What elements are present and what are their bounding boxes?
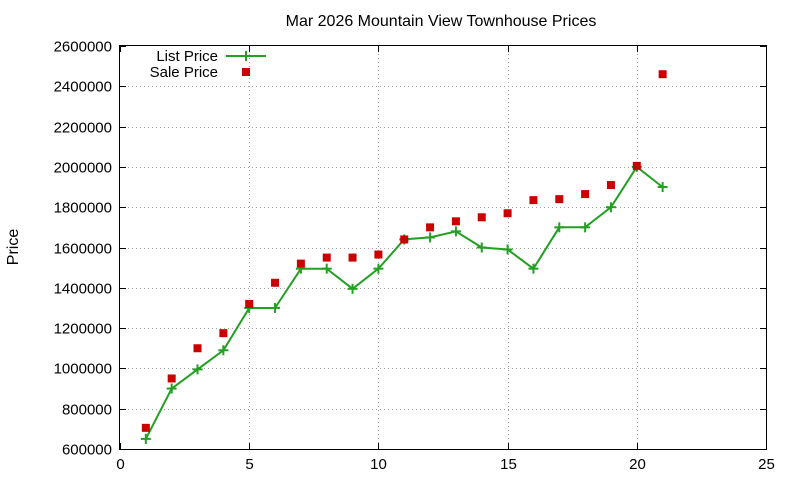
sale-price-point	[503, 209, 512, 218]
series-layer	[140, 70, 668, 444]
y-tick-label: 2400000	[54, 79, 112, 96]
sale-price-point	[245, 299, 254, 308]
sale-price-point	[581, 190, 590, 199]
legend-plus-marker	[241, 51, 251, 61]
sale-price-point	[529, 196, 538, 205]
x-tick-label: 25	[758, 456, 775, 473]
list-price-point	[502, 244, 513, 255]
list-price-point	[425, 232, 436, 243]
sale-price-point	[271, 278, 280, 287]
list-price-point	[657, 182, 668, 193]
x-tick-label: 15	[500, 456, 517, 473]
list-price-point	[166, 383, 177, 394]
legend-label: Sale Price	[150, 64, 218, 81]
list-price-point	[140, 433, 151, 444]
list-price-point	[580, 222, 591, 233]
sale-price-point	[348, 253, 357, 262]
chart-title: Mar 2026 Mountain View Townhouse Prices	[286, 13, 597, 30]
legend-square-marker	[242, 68, 250, 76]
sale-price-point	[632, 161, 641, 170]
sale-price-point	[219, 329, 228, 338]
sale-price-point	[167, 374, 176, 383]
y-tick-label: 1000000	[54, 361, 112, 378]
sale-price-point	[555, 195, 564, 204]
legend-label: List Price	[156, 48, 218, 65]
sale-price-point	[296, 259, 305, 268]
sale-price-point	[400, 235, 409, 244]
list-price-point	[270, 302, 281, 313]
list-price-point	[192, 364, 203, 375]
sale-price-point	[374, 250, 383, 259]
list-price-point	[528, 263, 539, 274]
sale-price-point	[477, 213, 486, 222]
list-price-point	[321, 263, 332, 274]
x-tick-label: 0	[116, 456, 124, 473]
list-price-point	[347, 283, 358, 294]
y-tick-label: 1200000	[54, 321, 112, 338]
y-tick-label: 600000	[62, 442, 112, 459]
list-price-point	[218, 345, 229, 356]
sale-price-point	[141, 423, 150, 432]
list-price-point	[373, 263, 384, 274]
y-tick-label: 1600000	[54, 241, 112, 258]
sale-price-point	[193, 344, 202, 353]
sale-price-point	[322, 253, 331, 262]
y-tick-label: 2000000	[54, 160, 112, 177]
list-price-point	[476, 242, 487, 253]
sale-price-point	[606, 181, 615, 190]
y-tick-label: 800000	[62, 402, 112, 419]
sale-price-point	[426, 223, 435, 232]
list-price-point	[554, 222, 565, 233]
x-tick-label: 10	[370, 456, 387, 473]
x-tick-label: 5	[245, 456, 253, 473]
list-price-point	[450, 226, 461, 237]
sale-price-point	[658, 70, 667, 79]
axis-ticks: 600000 800000 1000000 1200000 1400000 1600000…	[54, 39, 775, 474]
list-price-point	[605, 202, 616, 213]
y-tick-label: 1400000	[54, 281, 112, 298]
y-tick-label: 2600000	[54, 39, 112, 56]
x-tick-label: 20	[629, 456, 646, 473]
grid-lines	[120, 46, 766, 449]
y-tick-label: 1800000	[54, 200, 112, 217]
y-axis-label: Price	[5, 229, 22, 266]
y-tick-label: 2200000	[54, 120, 112, 137]
plot-frame	[119, 45, 767, 450]
sale-price-point	[451, 217, 460, 226]
